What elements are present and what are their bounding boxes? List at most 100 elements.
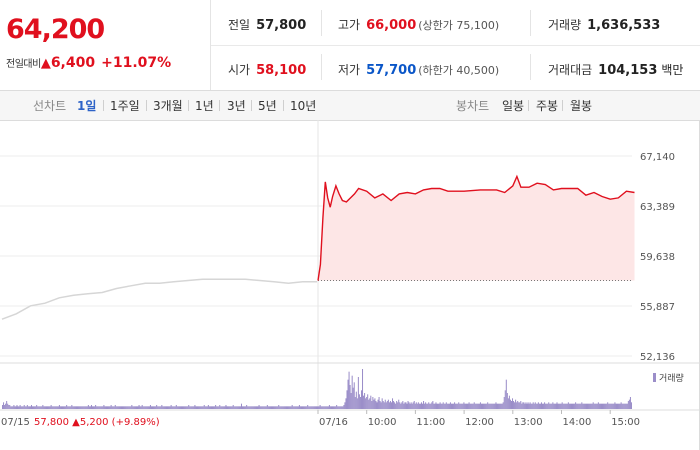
volume-bar [286, 406, 288, 409]
volume-bar [191, 406, 193, 409]
volume-bar [80, 406, 82, 409]
volume-bar [466, 403, 468, 409]
volume-bar [564, 403, 566, 409]
x-tick-label: 10:00 [368, 417, 397, 428]
volume-bar [355, 391, 357, 409]
volume-bar [357, 377, 359, 409]
volume-bar [411, 403, 413, 409]
volume-bar [444, 403, 446, 409]
volume-bar [81, 406, 83, 409]
volume-bar [390, 402, 392, 409]
series-line-today [317, 174, 635, 281]
series-area-today [318, 176, 635, 281]
tab-3month[interactable]: 3개월 [153, 99, 183, 113]
volume-bar [464, 403, 466, 409]
volume-bar [406, 403, 408, 409]
volume-bar [116, 406, 118, 409]
volume-bar [101, 406, 103, 409]
volume-bar [327, 406, 329, 409]
volume-bar [175, 405, 177, 409]
volume-bar [315, 406, 317, 409]
volume-bar [268, 406, 270, 409]
volume-bar [127, 406, 129, 409]
volume-bar [452, 403, 454, 409]
volume-bar [509, 399, 511, 409]
open-stat: 시가 58,100 [228, 61, 306, 78]
tab-monthly-candle[interactable]: 월봉 [570, 99, 593, 113]
tab-3year[interactable]: 3년 [227, 99, 246, 113]
volume-bar [257, 406, 259, 409]
volume-bar [316, 406, 318, 409]
volume-bar [526, 403, 528, 409]
tab-1year[interactable]: 1년 [195, 99, 214, 113]
volume-bar [512, 398, 514, 409]
volume-bar [383, 402, 385, 409]
prev-day-label: 07/15 [1, 417, 30, 428]
volume-bar [157, 406, 159, 409]
volume-bar [184, 406, 186, 409]
volume-bar [124, 406, 126, 409]
volume-bar [351, 375, 353, 409]
volume-bar [154, 406, 156, 409]
volume-bar [248, 406, 250, 409]
volume-bar [43, 406, 45, 409]
volume-bar [418, 403, 420, 409]
prev-close-value: 57,800 [256, 18, 307, 33]
volume-bar [614, 402, 616, 409]
volume-bar [212, 406, 214, 409]
volume-bar [108, 406, 110, 409]
volume-bar [465, 403, 467, 409]
volume-bar [458, 402, 460, 409]
volume-bar [209, 406, 211, 409]
open-label: 시가 [228, 63, 251, 77]
volume-bar [297, 406, 299, 409]
volume-bar [65, 406, 67, 409]
volume-bar [199, 406, 201, 409]
volume-bar [174, 406, 176, 409]
volume-bar [585, 403, 587, 409]
volume-bar [625, 403, 627, 409]
volume-bar [302, 406, 304, 409]
stat-divider [321, 10, 322, 36]
volume-bar [542, 403, 544, 409]
volume-bar [580, 403, 582, 409]
volume-bar [139, 406, 141, 409]
volume-bar [486, 403, 488, 409]
volume-bar [531, 403, 533, 409]
change-percent: +11.07% [101, 55, 172, 71]
volume-bar [136, 406, 138, 409]
volume-bar [492, 403, 494, 409]
tab-5year[interactable]: 5년 [258, 99, 277, 113]
tab-1week[interactable]: 1주일 [110, 99, 140, 113]
volume-bar [586, 403, 588, 409]
volume-bar [600, 403, 602, 409]
volume-bar [282, 406, 284, 409]
volume-bar [618, 403, 620, 409]
volume-bar [410, 402, 412, 409]
volume-bar [576, 403, 578, 409]
tab-daily-candle[interactable]: 일봉 [502, 99, 525, 113]
volume-bar [138, 405, 140, 409]
tab-1day[interactable]: 1일 [77, 99, 97, 113]
volume-bar [388, 402, 390, 409]
volume-bar [117, 406, 119, 409]
volume-bar [167, 406, 169, 409]
volume-bar [490, 403, 492, 409]
volume-bar [237, 406, 239, 409]
volume-bar [628, 399, 630, 409]
volume-bar [40, 406, 42, 409]
volume-bar [49, 406, 51, 409]
volume-bar [14, 406, 16, 409]
tab-weekly-candle[interactable]: 주봉 [536, 99, 559, 113]
volume-bar [105, 406, 107, 409]
volume-bar [363, 395, 365, 409]
volume-bar [264, 406, 266, 409]
volume-bar [356, 398, 358, 409]
volume-bar [338, 406, 340, 409]
volume-bar [332, 406, 334, 409]
volume-bar [250, 406, 252, 409]
tab-10year[interactable]: 10년 [290, 99, 317, 113]
volume-bar [306, 406, 308, 409]
volume-bar [148, 406, 150, 409]
volume-bar [398, 399, 400, 409]
